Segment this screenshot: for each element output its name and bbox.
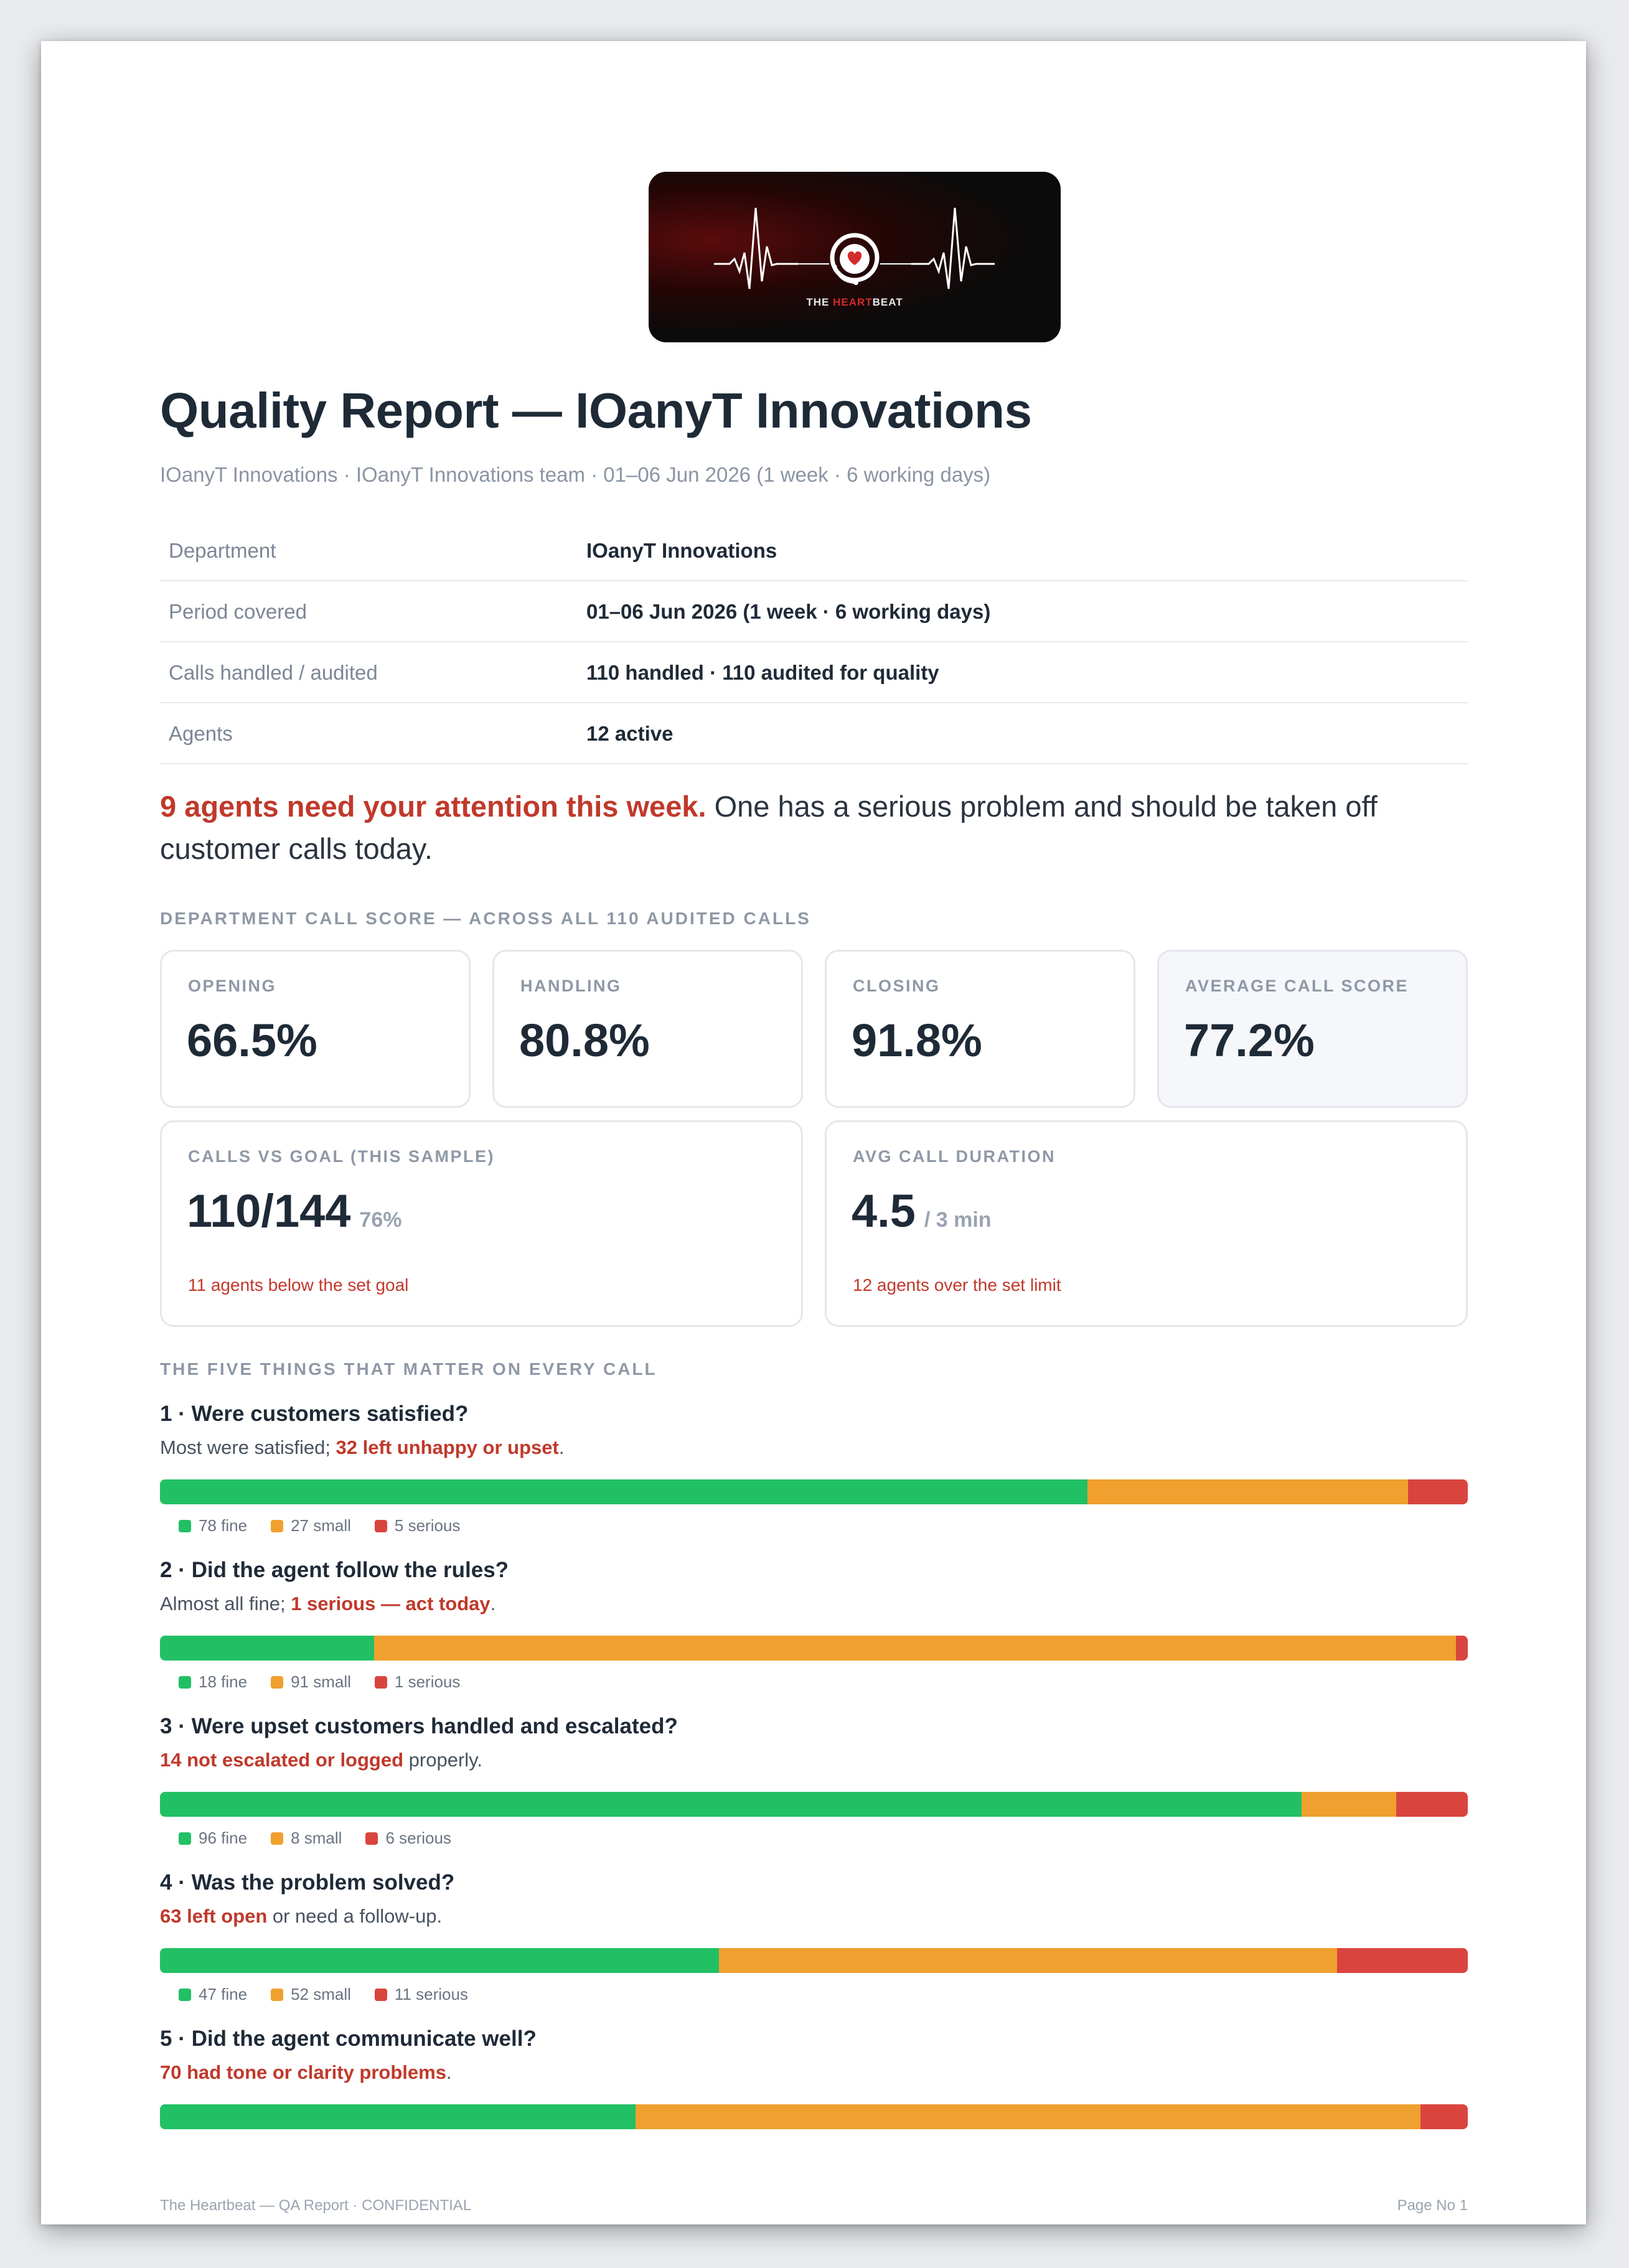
attention-detail: One has a serious problem and should be … (160, 790, 1378, 865)
logo-wordmark: THE HEARTBEAT (806, 296, 903, 308)
criterion-summary: Almost all fine; 1 serious — act today. (160, 1593, 496, 1614)
meta-table: Department IOanyT Innovations Period cov… (160, 520, 1468, 764)
meta-row: Agents 12 active (160, 703, 1468, 764)
legend-small: 27 small (271, 1516, 351, 1535)
card-value: 66.5% (187, 1015, 317, 1066)
page-title: Quality Report — IOanyT Innovations (160, 383, 1032, 438)
card-value: 4.5/ 3 min (852, 1185, 992, 1237)
card-value: 80.8% (519, 1015, 650, 1066)
meta-key: Calls handled / audited (169, 661, 378, 684)
legend-serious: 1 serious (374, 1672, 460, 1692)
meta-row: Calls handled / audited 110 handled · 11… (160, 642, 1468, 703)
criterion-resolution: 4 · Was the problem solved? 63 left open… (160, 1870, 1468, 2003)
stacked-bar (160, 2104, 1468, 2129)
things-section-label: THE FIVE THINGS THAT MATTER ON EVERY CAL… (160, 1359, 657, 1379)
criterion-escalation: 3 · Were upset customers handled and esc… (160, 1714, 1468, 1847)
legend-small: 91 small (271, 1672, 351, 1692)
criterion-summary: 70 had tone or clarity problems. (160, 2061, 452, 2083)
criterion-satisfaction: 1 · Were customers satisfied? Most were … (160, 1402, 1468, 1535)
meta-value: 12 active (586, 722, 674, 745)
criterion-summary: Most were satisfied; 32 left unhappy or … (160, 1436, 565, 1458)
criterion-question: 2 · Did the agent follow the rules? (160, 1558, 509, 1582)
closing-score-card: CLOSING 91.8% (825, 950, 1135, 1108)
meta-key: Department (169, 539, 276, 562)
legend-fine: 18 fine (179, 1672, 247, 1692)
serious-segment (1396, 1792, 1468, 1817)
small-segment (718, 1948, 1337, 1973)
criterion-question: 1 · Were customers satisfied? (160, 1402, 469, 1426)
serious-segment (1336, 1948, 1468, 1973)
criterion-summary: 14 not escalated or logged properly. (160, 1749, 482, 1771)
card-label: AVG CALL DURATION (853, 1147, 1056, 1166)
card-note: 12 agents over the set limit (853, 1275, 1061, 1295)
criterion-summary: 63 left open or need a follow-up. (160, 1905, 443, 1927)
legend-small: 52 small (271, 1985, 351, 2004)
heartbeat-logo: THE HEARTBEAT (649, 172, 1061, 342)
stacked-bar (160, 1636, 1468, 1661)
bar-legend: 78 fine 27 small 5 serious (179, 1516, 484, 1535)
small-segment (636, 2104, 1420, 2129)
page-subtitle: IOanyT Innovations · IOanyT Innovations … (160, 463, 991, 486)
card-label: OPENING (188, 977, 277, 995)
card-label: HANDLING (520, 977, 622, 995)
criterion-rules: 2 · Did the agent follow the rules? Almo… (160, 1558, 1468, 1691)
meta-row: Period covered 01–06 Jun 2026 (1 week · … (160, 581, 1468, 642)
bar-legend: 96 fine 8 small 6 serious (179, 1829, 475, 1848)
stacked-bar (160, 1792, 1468, 1817)
card-note: 11 agents below the set goal (188, 1275, 409, 1295)
legend-fine: 47 fine (179, 1985, 247, 2004)
footer-left: The Heartbeat — QA Report · CONFIDENTIAL (160, 2197, 472, 2214)
opening-score-card: OPENING 66.5% (160, 950, 471, 1108)
meta-value: IOanyT Innovations (586, 539, 777, 562)
fine-segment (160, 1948, 719, 1973)
handling-score-card: HANDLING 80.8% (492, 950, 803, 1108)
small-segment (1301, 1792, 1397, 1817)
card-label: CLOSING (853, 977, 941, 995)
report-page: THE HEARTBEAT Quality Report — IOanyT In… (41, 41, 1586, 2224)
bar-legend: 18 fine 91 small 1 serious (179, 1672, 484, 1692)
fine-segment (160, 1479, 1087, 1504)
attention-summary: 9 agents need your attention this week. … (160, 785, 1468, 870)
bar-legend: 47 fine 52 small 11 serious (179, 1985, 492, 2004)
legend-serious: 6 serious (365, 1829, 451, 1848)
serious-segment (1455, 1636, 1468, 1661)
serious-segment (1420, 2104, 1468, 2129)
criterion-question: 4 · Was the problem solved? (160, 1870, 455, 1895)
fine-segment (160, 1792, 1302, 1817)
average-score-card: AVERAGE CALL SCORE 77.2% (1157, 950, 1468, 1108)
calls-vs-goal-card: CALLS VS GOAL (THIS SAMPLE) 110/144 76% 1… (160, 1120, 803, 1327)
legend-small: 8 small (271, 1829, 342, 1848)
legend-fine: 96 fine (179, 1829, 247, 1848)
card-value: 110/144 76% (187, 1185, 402, 1237)
stacked-bar (160, 1948, 1468, 1973)
stacked-bar (160, 1479, 1468, 1504)
heartbeat-wave-icon (714, 207, 995, 289)
meta-key: Period covered (169, 600, 307, 623)
legend-fine: 78 fine (179, 1516, 247, 1535)
legend-serious: 11 serious (374, 1985, 468, 2004)
card-value: 77.2% (1184, 1015, 1315, 1066)
criterion-question: 5 · Did the agent communicate well? (160, 2027, 537, 2051)
card-label: AVERAGE CALL SCORE (1185, 977, 1409, 995)
small-segment (373, 1636, 1456, 1661)
meta-value: 110 handled · 110 audited for quality (586, 661, 939, 684)
card-value: 91.8% (852, 1015, 982, 1066)
criterion-question: 3 · Were upset customers handled and esc… (160, 1714, 678, 1738)
fine-segment (160, 1636, 374, 1661)
avg-duration-card: AVG CALL DURATION 4.5/ 3 min 12 agents o… (825, 1120, 1468, 1327)
fine-segment (160, 2104, 636, 2129)
serious-segment (1408, 1479, 1468, 1504)
meta-row: Department IOanyT Innovations (160, 520, 1468, 581)
criterion-communication: 5 · Did the agent communicate well? 70 h… (160, 2027, 1468, 2129)
small-segment (1087, 1479, 1409, 1504)
legend-serious: 5 serious (374, 1516, 460, 1535)
card-label: CALLS VS GOAL (THIS SAMPLE) (188, 1147, 495, 1166)
meta-value: 01–06 Jun 2026 (1 week · 6 working days) (586, 600, 991, 623)
meta-key: Agents (169, 722, 233, 745)
attention-headline: 9 agents need your attention this week. (160, 790, 707, 823)
page-number: Page No 1 (1397, 2197, 1468, 2214)
score-section-label: DEPARTMENT CALL SCORE — ACROSS ALL 110 A… (160, 909, 811, 928)
